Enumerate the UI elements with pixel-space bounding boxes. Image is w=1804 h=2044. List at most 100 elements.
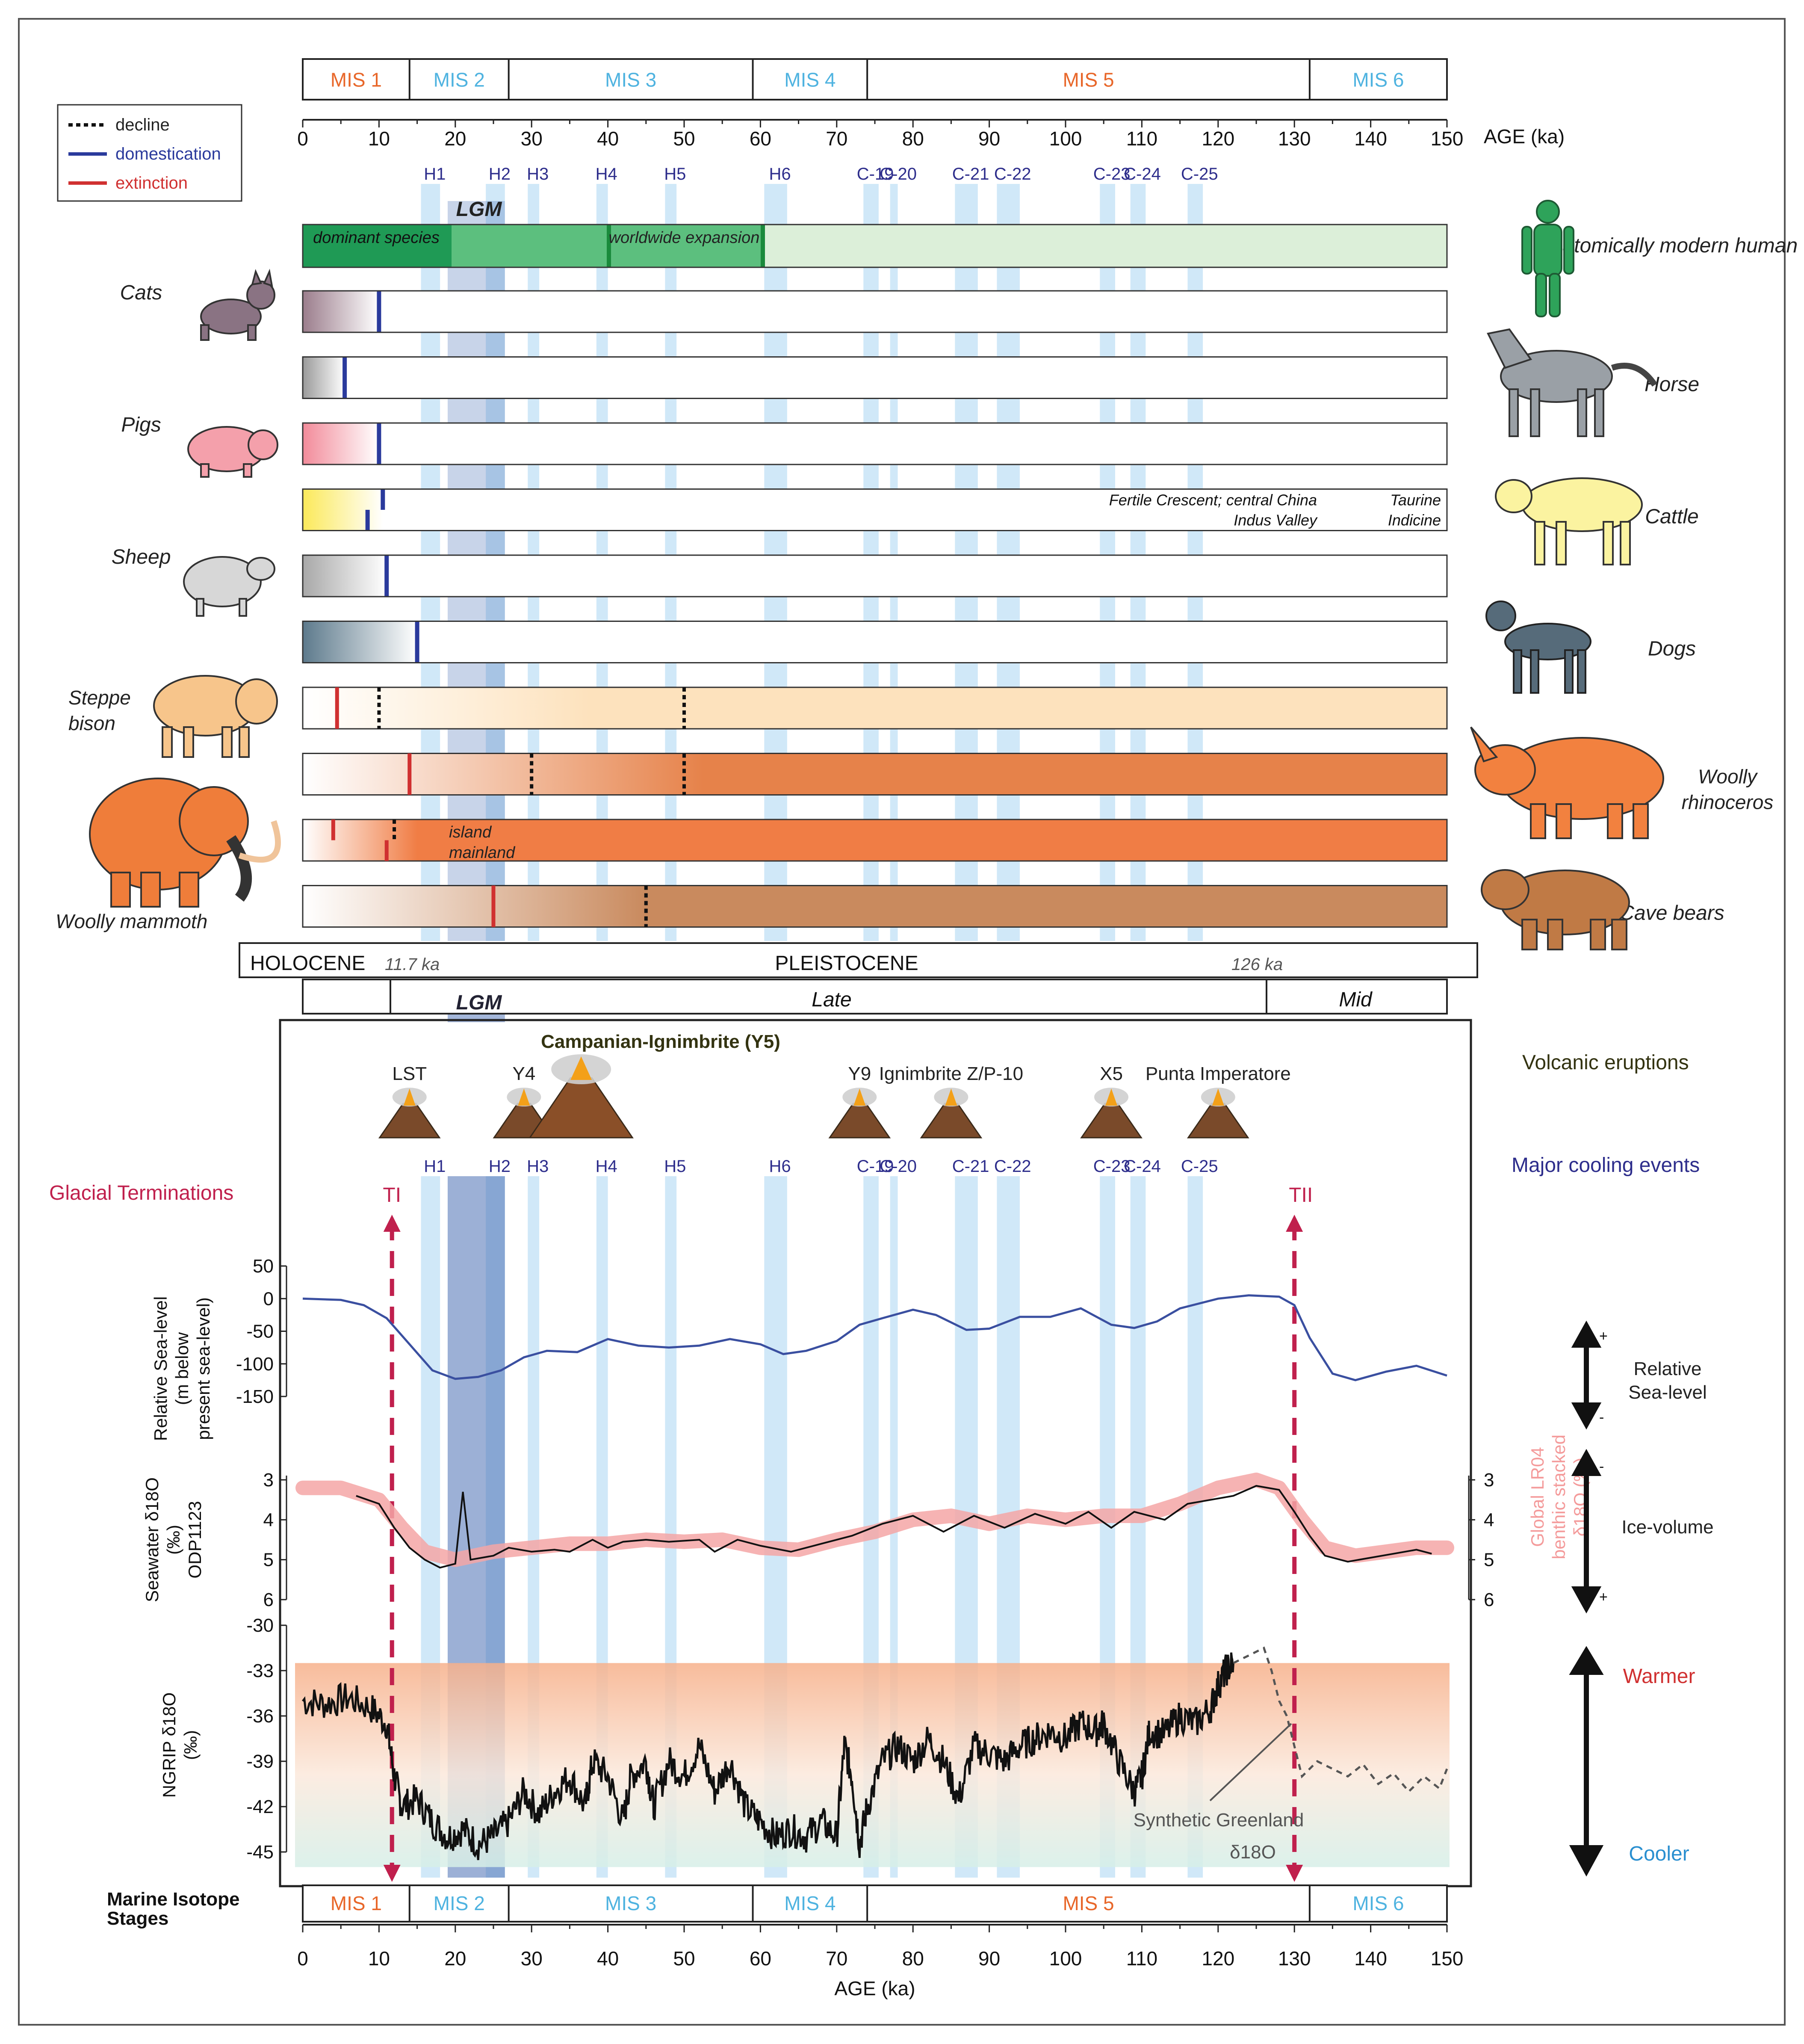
axis-tick-label: 110 <box>1126 1947 1157 1970</box>
synthetic-label-1: Synthetic Greenland <box>1134 1810 1304 1831</box>
axis-tick-label: 70 <box>826 127 847 150</box>
volcano-lst: LST <box>378 1063 441 1139</box>
pleistocene-age: 126 ka <box>1231 955 1283 974</box>
ngrip-tick-label: -36 <box>246 1706 274 1727</box>
human-expansion-label: worldwide expansion <box>609 229 760 247</box>
age-axis-top: 0 10 20 30 40 50 60 70 80 90 100 110 120 130 140 150 <box>297 119 1463 150</box>
bear-icon <box>1481 869 1630 950</box>
age-axis-label-top: AGE (ka) <box>1484 125 1565 148</box>
right-arrows <box>1569 1320 1604 1877</box>
termination-label-TI: TI <box>383 1184 401 1207</box>
volcano-icon <box>1080 1103 1143 1139</box>
row-fill <box>303 489 383 531</box>
volcano-icon <box>378 1103 441 1139</box>
event-label-C-25: C-25 <box>1181 165 1218 183</box>
holocene-age: 11.7 ka <box>385 955 440 974</box>
right-side-labels: Global LR04 benthic stacked δ18O (‰) Rel… <box>1527 1320 1714 1877</box>
event-label-C-20: C-20 <box>880 165 917 183</box>
row-fill <box>303 423 379 464</box>
termination-arrow-up <box>1286 1215 1303 1232</box>
mis-frame <box>302 58 1448 101</box>
volcano-label: Y4 <box>512 1063 535 1084</box>
ngrip-tick-label: -30 <box>246 1615 274 1636</box>
mis-label-3: MIS 3 <box>605 1892 656 1914</box>
event-label-C-22: C-22 <box>994 1157 1031 1176</box>
species-name: Pigs <box>121 414 161 436</box>
lr04-tick-label: 4 <box>1484 1509 1494 1530</box>
cooler-label: Cooler <box>1629 1843 1689 1865</box>
sea-plus-sign: + <box>1599 1328 1608 1344</box>
row-fill <box>302 885 1448 928</box>
axis-tick-label: 40 <box>597 127 619 150</box>
event-label-C-22: C-22 <box>994 165 1031 183</box>
axis-tick-label: 90 <box>978 1947 1000 1970</box>
axis-tick-label: 90 <box>978 127 1000 150</box>
epoch-bar: HOLOCENE 11.7 ka PLEISTOCENE 126 ka Late… <box>239 942 1478 1015</box>
cattle-icon <box>1495 477 1643 565</box>
event-label-C-19: C-19 <box>857 1157 894 1176</box>
lr04-label-2: benthic stacked <box>1549 1435 1569 1559</box>
seawater-ylabel-2: (‰) <box>163 1525 183 1555</box>
axis-tick-label: 60 <box>750 127 771 150</box>
axis-tick-label: 110 <box>1126 127 1157 150</box>
event-label-H5: H5 <box>664 165 686 183</box>
termination-arrow-down <box>1286 1865 1303 1882</box>
axis-tick-label: 80 <box>902 1947 924 1970</box>
event-label-H1: H1 <box>424 1157 446 1176</box>
late-label: Late <box>812 988 851 1011</box>
mis-label-4: MIS 4 <box>784 69 836 91</box>
human-row: dominant species worldwide expansion Ana… <box>302 224 1798 268</box>
row-fill <box>302 753 1448 796</box>
lgm-label-bottom: LGM <box>456 991 502 1014</box>
cattle-note-3: Taurine <box>1390 491 1441 509</box>
species-name: Cats <box>120 281 162 304</box>
mid-label: Mid <box>1339 988 1373 1011</box>
species-name: Woolly <box>1698 766 1758 788</box>
event-label-C-23: C-23 <box>1093 165 1131 183</box>
ngrip-tick-label: -39 <box>246 1751 274 1772</box>
row-frame <box>302 621 1448 663</box>
axis-tick-label: 50 <box>673 127 695 150</box>
event-labels-bottom: H1 H2 H3 H4 H5 H6 C-19C-20 C-21 C-22 C-23C-24 C-25 <box>424 1157 1218 1176</box>
axis-tick-label: 50 <box>673 1947 695 1970</box>
axis-tick-label: 130 <box>1278 127 1311 150</box>
warmer-label: Warmer <box>1623 1665 1695 1688</box>
y-axis-titles: Relative Sea-level (m below present sea-… <box>142 1296 213 1798</box>
sea-level-tick-label: -100 <box>236 1354 274 1375</box>
sea-level-line <box>302 1294 1447 1381</box>
subepoch-box <box>302 979 1448 1015</box>
cat-icon <box>200 269 275 341</box>
seawater-tick-label: 5 <box>263 1550 274 1571</box>
lava-icon <box>403 1089 416 1106</box>
legend-decline: decline <box>115 115 170 134</box>
seawater-tick-label: 6 <box>263 1589 274 1610</box>
ngrip-ylabel-1: NGRIP δ18O <box>159 1692 179 1798</box>
legend: decline domestication extinction <box>57 104 242 202</box>
synthetic-label-2: δ18O <box>1230 1842 1276 1863</box>
sea-level-ylabel-2: (m below <box>172 1332 192 1405</box>
species-row-dogs: Dogs <box>302 621 1696 663</box>
axis-tick-label: 30 <box>521 1947 543 1970</box>
cattle-note-4: Indicine <box>1388 512 1441 529</box>
mis-header-bottom: MIS 1 MIS 2 MIS 3 MIS 4 MIS 5 MIS 6 <box>302 1884 1448 1923</box>
ngrip-ylabel-2: (‰) <box>180 1730 201 1760</box>
human-dominant-label: dominant species <box>313 229 440 247</box>
row-frame <box>302 422 1448 465</box>
axis-tick-label: 140 <box>1354 1947 1387 1970</box>
axis-tick-label: 150 <box>1431 1947 1464 1970</box>
event-label-H6: H6 <box>769 1157 791 1176</box>
lr04-tick-label: 5 <box>1484 1550 1494 1571</box>
event-label-C-24: C-24 <box>1124 1157 1161 1176</box>
species-row-woolly-rhinoceros: Woolly rhinoceros <box>302 753 1773 813</box>
event-label-H2: H2 <box>489 165 511 183</box>
relative-label-2: Sea-level <box>1628 1382 1707 1403</box>
mis-label-5: MIS 5 <box>1063 1892 1114 1914</box>
lr04-tick-label: 6 <box>1484 1589 1494 1610</box>
pleistocene-label: PLEISTOCENE <box>775 952 918 975</box>
seawater-ylabel-3: ODP1123 <box>185 1501 205 1578</box>
species-name: Dogs <box>1648 638 1696 660</box>
species-name: Cattle <box>1645 506 1698 528</box>
axis-tick-label: 20 <box>444 1947 466 1970</box>
odp1123-line <box>356 1485 1432 1569</box>
sheep-icon <box>183 556 275 617</box>
